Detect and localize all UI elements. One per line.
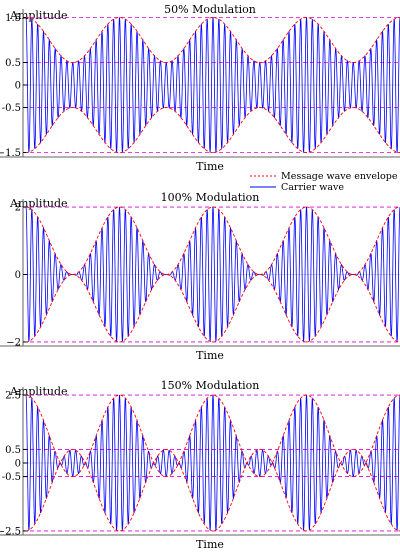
panel-100-modulation: 100% Modulation Amplitude Time 20−2 xyxy=(0,191,400,362)
carrier-wave-line xyxy=(25,395,400,531)
y-tick-label: −2 xyxy=(6,337,21,348)
panel-title: 100% Modulation xyxy=(161,191,260,204)
lower-envelope-line xyxy=(25,274,400,343)
plot-area: 1.5 0.5 0 -0.5 −1.5 xyxy=(0,9,400,159)
y-tick-label: 1.5 xyxy=(5,13,21,24)
carrier-wave-line xyxy=(25,17,400,153)
y-tick-label: 0.5 xyxy=(5,58,21,69)
y-tick-label: 2 xyxy=(15,203,21,214)
legend-envelope-label: Message wave envelope xyxy=(281,171,398,182)
y-axis-label: Amplitude xyxy=(9,9,68,22)
upper-envelope-line xyxy=(25,394,400,478)
y-tick-label: 0 xyxy=(15,459,21,470)
lower-envelope-line xyxy=(25,107,400,153)
panel-title: 150% Modulation xyxy=(161,379,260,392)
y-tick-label: −2.5 xyxy=(0,526,21,537)
y-tick-label: 0 xyxy=(15,81,21,92)
legend-carrier-label: Carrier wave xyxy=(281,182,344,193)
y-tick-label: -0.5 xyxy=(2,472,21,483)
upper-envelope-line xyxy=(25,206,400,275)
panel-150-modulation: 150% Modulation Amplitude Time 2.50.50-0… xyxy=(0,379,400,551)
y-tick-label: 0 xyxy=(15,270,21,281)
legend: Message wave envelope Carrier wave xyxy=(250,171,398,193)
plot-area: 2 0 −2 xyxy=(0,199,400,348)
x-axis-label: Time xyxy=(196,538,224,551)
upper-envelope-line xyxy=(25,17,400,63)
x-axis-label: Time xyxy=(196,160,224,173)
carrier-wave-line xyxy=(25,206,400,342)
x-axis-label: Time xyxy=(196,349,224,362)
y-tick-label: −1.5 xyxy=(0,148,21,159)
y-tick-label: 0.5 xyxy=(5,445,21,456)
y-tick-label: -0.5 xyxy=(2,103,21,114)
y-tick-label: 2.5 xyxy=(5,391,21,402)
panel-50-modulation: 50% Modulation Amplitude Time 1.5 0.5 0 -0.… xyxy=(0,3,400,173)
plot-area: 2.5 0.5 0 -0.5 −2.5 xyxy=(0,387,400,537)
lower-envelope-line xyxy=(25,448,400,532)
panel-title: 50% Modulation xyxy=(164,3,256,16)
